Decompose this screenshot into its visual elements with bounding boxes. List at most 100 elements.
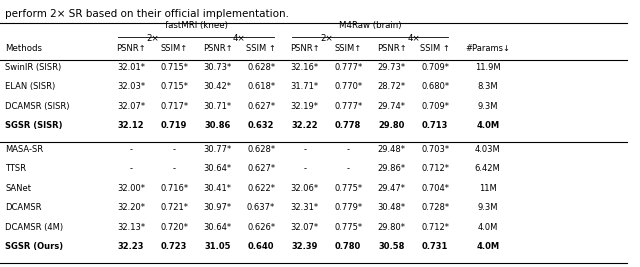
Text: 0.622*: 0.622* xyxy=(247,184,275,193)
Text: PSNR↑: PSNR↑ xyxy=(203,44,232,53)
Text: 0.640: 0.640 xyxy=(248,242,275,251)
Text: 29.48*: 29.48* xyxy=(378,145,406,154)
Text: 29.74*: 29.74* xyxy=(378,102,406,111)
Text: DCAMSR (4M): DCAMSR (4M) xyxy=(5,223,63,232)
Text: 32.20*: 32.20* xyxy=(117,203,145,212)
Text: 2×: 2× xyxy=(147,34,159,43)
Text: 32.03*: 32.03* xyxy=(117,82,145,91)
Text: 30.71*: 30.71* xyxy=(204,102,232,111)
Text: 0.728*: 0.728* xyxy=(421,203,449,212)
Text: 0.779*: 0.779* xyxy=(334,203,362,212)
Text: MASA-SR: MASA-SR xyxy=(5,145,44,154)
Text: 31.71*: 31.71* xyxy=(291,82,319,91)
Text: 32.16*: 32.16* xyxy=(291,63,319,72)
Text: PSNR↑: PSNR↑ xyxy=(290,44,319,53)
Text: 0.780: 0.780 xyxy=(335,242,362,251)
Text: 0.723: 0.723 xyxy=(161,242,188,251)
Text: 9.3M: 9.3M xyxy=(477,203,498,212)
Text: SGSR (Ours): SGSR (Ours) xyxy=(5,242,63,251)
Text: DCAMSR: DCAMSR xyxy=(5,203,42,212)
Text: 11.9M: 11.9M xyxy=(475,63,500,72)
Text: 30.73*: 30.73* xyxy=(204,63,232,72)
Text: 31.05: 31.05 xyxy=(204,242,231,251)
Text: 4×: 4× xyxy=(233,34,246,43)
Text: 0.775*: 0.775* xyxy=(334,184,362,193)
Text: #Params↓: #Params↓ xyxy=(465,44,510,53)
Text: 4×: 4× xyxy=(407,34,420,43)
Text: 29.73*: 29.73* xyxy=(378,63,406,72)
Text: -: - xyxy=(130,164,132,173)
Text: -: - xyxy=(303,164,306,173)
Text: DCAMSR (SISR): DCAMSR (SISR) xyxy=(5,102,70,111)
Text: 30.42*: 30.42* xyxy=(204,82,232,91)
Text: 0.731: 0.731 xyxy=(422,242,449,251)
Text: 0.715*: 0.715* xyxy=(160,63,188,72)
Text: 0.618*: 0.618* xyxy=(247,82,275,91)
Text: PSNR↑: PSNR↑ xyxy=(377,44,406,53)
Text: 32.00*: 32.00* xyxy=(117,184,145,193)
Text: 0.709*: 0.709* xyxy=(421,102,449,111)
Text: 32.22: 32.22 xyxy=(291,121,318,130)
Text: 0.680*: 0.680* xyxy=(421,82,449,91)
Text: SSIM↑: SSIM↑ xyxy=(161,44,188,53)
Text: SSIM↑: SSIM↑ xyxy=(335,44,362,53)
Text: 30.86: 30.86 xyxy=(204,121,231,130)
Text: 32.39: 32.39 xyxy=(291,242,318,251)
Text: 32.31*: 32.31* xyxy=(291,203,319,212)
Text: -: - xyxy=(347,164,349,173)
Text: SwinIR (SISR): SwinIR (SISR) xyxy=(5,63,61,72)
Text: 8.3M: 8.3M xyxy=(477,82,498,91)
Text: 0.712*: 0.712* xyxy=(421,164,449,173)
Text: 32.19*: 32.19* xyxy=(291,102,319,111)
Text: SANet: SANet xyxy=(5,184,31,193)
Text: 0.778: 0.778 xyxy=(335,121,362,130)
Text: 0.628*: 0.628* xyxy=(247,145,275,154)
Text: 30.77*: 30.77* xyxy=(204,145,232,154)
Text: 32.23: 32.23 xyxy=(118,242,145,251)
Text: 0.775*: 0.775* xyxy=(334,223,362,232)
Text: -: - xyxy=(303,145,306,154)
Text: 0.717*: 0.717* xyxy=(160,102,188,111)
Text: 32.13*: 32.13* xyxy=(117,223,145,232)
Text: fastMRI (knee): fastMRI (knee) xyxy=(164,21,228,30)
Text: PSNR↑: PSNR↑ xyxy=(116,44,146,53)
Text: perform 2× SR based on their official implementation.: perform 2× SR based on their official im… xyxy=(5,9,289,19)
Text: -: - xyxy=(173,164,175,173)
Text: 0.712*: 0.712* xyxy=(421,223,449,232)
Text: -: - xyxy=(173,145,175,154)
Text: 30.64*: 30.64* xyxy=(204,164,232,173)
Text: 11M: 11M xyxy=(479,184,497,193)
Text: 4.0M: 4.0M xyxy=(477,223,498,232)
Text: 0.770*: 0.770* xyxy=(334,82,362,91)
Text: 0.704*: 0.704* xyxy=(421,184,449,193)
Text: 9.3M: 9.3M xyxy=(477,102,498,111)
Text: 4.0M: 4.0M xyxy=(476,242,499,251)
Text: 32.01*: 32.01* xyxy=(117,63,145,72)
Text: 29.80*: 29.80* xyxy=(378,223,406,232)
Text: 0.703*: 0.703* xyxy=(421,145,449,154)
Text: SSIM ↑: SSIM ↑ xyxy=(246,44,276,53)
Text: 30.58: 30.58 xyxy=(378,242,405,251)
Text: 32.07*: 32.07* xyxy=(117,102,145,111)
Text: 4.03M: 4.03M xyxy=(475,145,500,154)
Text: 32.06*: 32.06* xyxy=(291,184,319,193)
Text: 0.715*: 0.715* xyxy=(160,82,188,91)
Text: 28.72*: 28.72* xyxy=(378,82,406,91)
Text: 0.709*: 0.709* xyxy=(421,63,449,72)
Text: -: - xyxy=(130,145,132,154)
Text: 30.97*: 30.97* xyxy=(204,203,232,212)
Text: 0.716*: 0.716* xyxy=(160,184,188,193)
Text: 29.47*: 29.47* xyxy=(378,184,406,193)
Text: 30.41*: 30.41* xyxy=(204,184,232,193)
Text: 0.720*: 0.720* xyxy=(160,223,188,232)
Text: 0.637*: 0.637* xyxy=(247,203,275,212)
Text: -: - xyxy=(347,145,349,154)
Text: 0.713: 0.713 xyxy=(422,121,449,130)
Text: ELAN (SISR): ELAN (SISR) xyxy=(5,82,56,91)
Text: 0.627*: 0.627* xyxy=(247,164,275,173)
Text: 0.777*: 0.777* xyxy=(334,102,362,111)
Text: 30.48*: 30.48* xyxy=(378,203,406,212)
Text: SGSR (SISR): SGSR (SISR) xyxy=(5,121,63,130)
Text: 0.632: 0.632 xyxy=(248,121,275,130)
Text: 29.86*: 29.86* xyxy=(378,164,406,173)
